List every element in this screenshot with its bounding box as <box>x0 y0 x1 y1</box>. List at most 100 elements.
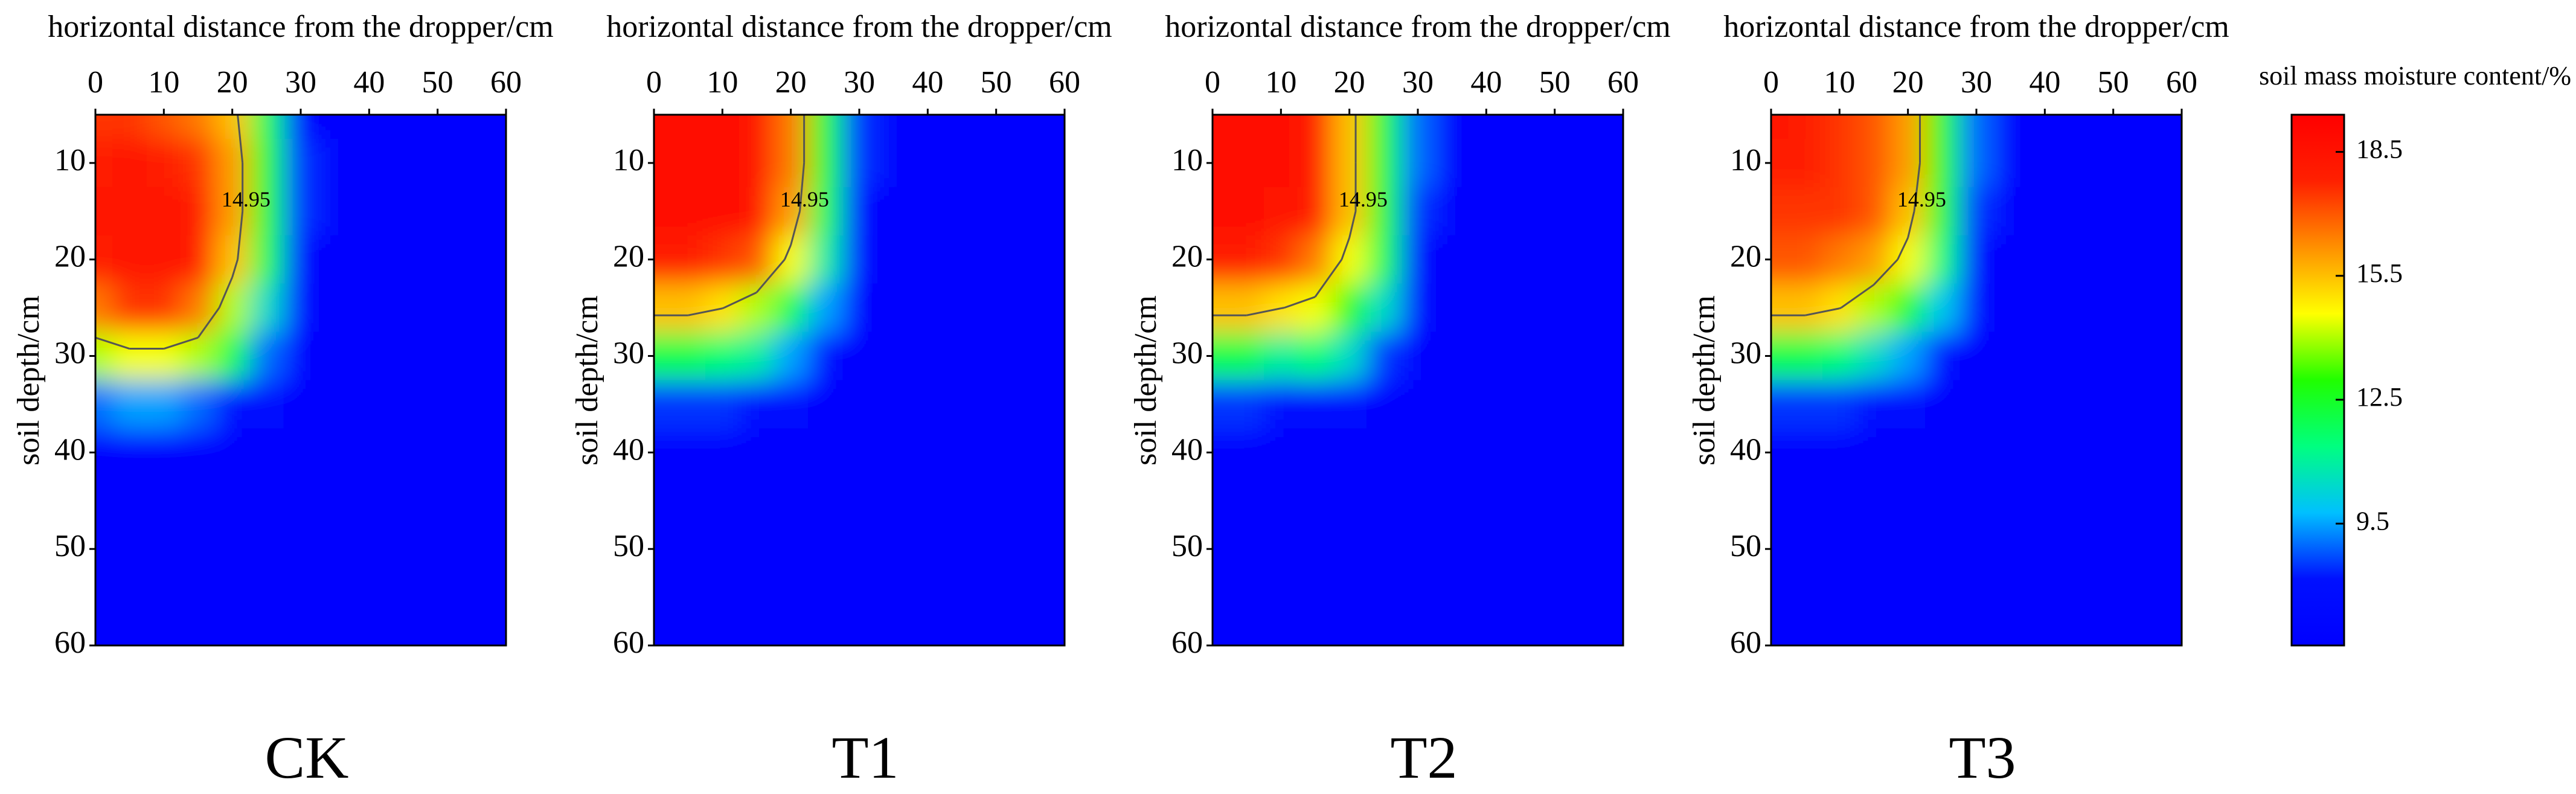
field <box>654 115 1065 645</box>
cell <box>1047 476 1065 526</box>
cell <box>944 138 980 188</box>
cell <box>2164 138 2182 188</box>
cell <box>386 187 421 236</box>
cell <box>654 187 672 236</box>
cell <box>1993 621 2028 645</box>
contour-label: 14.95 <box>1339 187 1388 211</box>
cell <box>1959 573 1994 623</box>
cell <box>842 428 877 478</box>
cell <box>2096 380 2131 429</box>
cell <box>318 235 353 284</box>
cell <box>979 283 1014 333</box>
cell <box>181 283 216 333</box>
cell <box>2028 476 2063 526</box>
cell <box>1771 115 1789 139</box>
cell <box>1856 283 1892 333</box>
cell <box>2096 283 2131 333</box>
cell <box>386 476 421 526</box>
cell <box>112 476 147 526</box>
cell <box>455 621 490 645</box>
cell <box>1264 115 1299 139</box>
cell <box>1400 428 1436 478</box>
cell <box>1572 525 1607 574</box>
field <box>1213 115 1623 645</box>
y-tick-label: 40 <box>1730 432 1761 467</box>
cell <box>1959 331 1994 381</box>
cell <box>2096 331 2131 381</box>
cell <box>808 476 843 526</box>
cell <box>489 283 506 333</box>
cell <box>2130 428 2165 478</box>
x-tick-label: 60 <box>2166 65 2197 100</box>
x-tick-label: 50 <box>981 65 1012 100</box>
cell <box>1788 573 1823 623</box>
cell <box>1332 331 1367 381</box>
y-tick-label: 20 <box>613 240 644 274</box>
cell <box>2164 573 2182 623</box>
cell <box>1264 235 1299 284</box>
cell <box>215 138 250 188</box>
cell <box>2096 235 2131 284</box>
cell <box>1572 115 1607 139</box>
cell <box>944 380 980 429</box>
contour-line <box>197 307 220 339</box>
cell <box>1264 187 1299 236</box>
cell <box>739 380 775 429</box>
cell <box>1891 428 1926 478</box>
cell <box>455 138 490 188</box>
cell <box>671 283 706 333</box>
cell <box>1891 476 1926 526</box>
cell <box>420 573 455 623</box>
cell <box>1822 187 1857 236</box>
cell <box>420 283 455 333</box>
cell <box>386 573 421 623</box>
cell <box>318 283 353 333</box>
cell <box>95 476 114 526</box>
cell <box>215 187 250 236</box>
cell <box>420 187 455 236</box>
y-tick-label: 60 <box>1730 626 1761 660</box>
panel-title: T3 <box>1949 724 2016 791</box>
cell <box>1264 476 1299 526</box>
cell <box>1537 283 1572 333</box>
cell <box>1959 428 1994 478</box>
cell <box>1572 331 1607 381</box>
x-tick-label: 10 <box>706 65 738 100</box>
cell <box>1469 621 1504 645</box>
cell <box>944 331 980 381</box>
cell <box>842 525 877 574</box>
y-tick-label: 50 <box>1730 529 1761 563</box>
contour-line <box>688 307 723 316</box>
cell <box>1435 283 1470 333</box>
cell <box>181 138 216 188</box>
contour-line <box>790 211 801 246</box>
colorbar <box>2290 114 2345 647</box>
cell <box>808 573 843 623</box>
cell <box>1537 187 1572 236</box>
cell <box>249 235 284 284</box>
cell <box>1822 428 1857 478</box>
cell <box>2096 115 2131 139</box>
cell <box>352 115 387 139</box>
cell <box>1435 525 1470 574</box>
cell <box>1298 331 1333 381</box>
cell <box>1822 525 1857 574</box>
cell <box>2062 115 2097 139</box>
cell <box>842 187 877 236</box>
cell <box>654 476 672 526</box>
cell <box>1771 573 1789 623</box>
cell <box>2130 380 2165 429</box>
cell <box>112 187 147 236</box>
cell <box>1366 331 1402 381</box>
x-tick-label: 20 <box>775 65 807 100</box>
cell <box>1606 283 1623 333</box>
cell <box>671 525 706 574</box>
cell <box>147 573 182 623</box>
cell <box>979 331 1014 381</box>
cell <box>1993 380 2028 429</box>
cell <box>2096 187 2131 236</box>
colorbar-tick-label: 9.5 <box>2356 506 2389 536</box>
cell <box>1229 573 1264 623</box>
cell <box>95 573 114 623</box>
cell <box>1366 573 1402 623</box>
